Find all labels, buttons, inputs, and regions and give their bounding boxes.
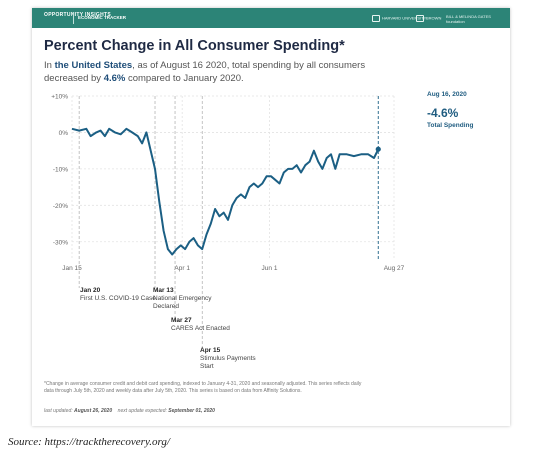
brown-shield-icon [416,15,424,22]
chart-subtitle: In the United States, as of August 16 20… [44,60,366,84]
y-tick-label: 0% [59,130,69,137]
tracker-card: OPPORTUNITY INSIGHTS ECONOMIC TRACKER HA… [32,8,510,426]
callout-label: Total Spending [427,122,474,129]
series-line-total-spending [71,127,380,256]
location-highlight: the United States [54,60,133,71]
x-tick-label: Aug 27 [384,265,405,272]
event-national-emergency: Mar 13 National Emergency Declared [153,287,212,310]
partner-harvard-logo: HARVARD UNIVERSITY [372,15,426,22]
partner-gates-logo: BILL & MELINDA GATES foundation [446,14,491,24]
callout-date: Aug 16, 2020 [427,91,467,98]
brand-divider [73,12,74,24]
y-tick-label: +10% [51,94,68,101]
y-tick-label: -20% [53,203,68,210]
value-highlight: 4.6% [103,73,126,84]
x-tick-label: Apr 1 [174,265,190,272]
x-tick-label: Jan 15 [62,265,82,272]
y-tick-label: -10% [53,166,68,173]
harvard-shield-icon [372,15,380,22]
event-cares-act: Mar 27 CARES Act Enacted [171,317,230,332]
top-bar: OPPORTUNITY INSIGHTS ECONOMIC TRACKER HA… [32,8,510,28]
brand-logo[interactable]: OPPORTUNITY INSIGHTS [44,12,112,18]
chart-title: Percent Change in All Consumer Spending* [44,38,345,54]
callout-value: -4.6% [427,106,459,120]
y-tick-label: -30% [53,239,68,246]
x-tick-label: Jun 1 [262,265,278,272]
event-stimulus: Apr 15 Stimulus Payments Start [200,347,256,370]
update-info: last updated: August 26, 2020 next updat… [44,408,215,414]
spending-line-chart[interactable]: +10% 0% -10% -20% -30% Jan 15 Apr 1 Jun 1 Aug 27 [32,8,510,378]
source-caption: Source: https://tracktherecovery.org/ [8,436,170,448]
footnote: *Change in average consumer credit and d… [44,381,362,394]
event-first-case: Jan 20 First U.S. COVID-19 Case [80,287,156,302]
endpoint-dot [375,146,381,152]
partner-brown-logo: BROWN [416,15,441,22]
tracker-label[interactable]: ECONOMIC TRACKER [78,15,126,20]
